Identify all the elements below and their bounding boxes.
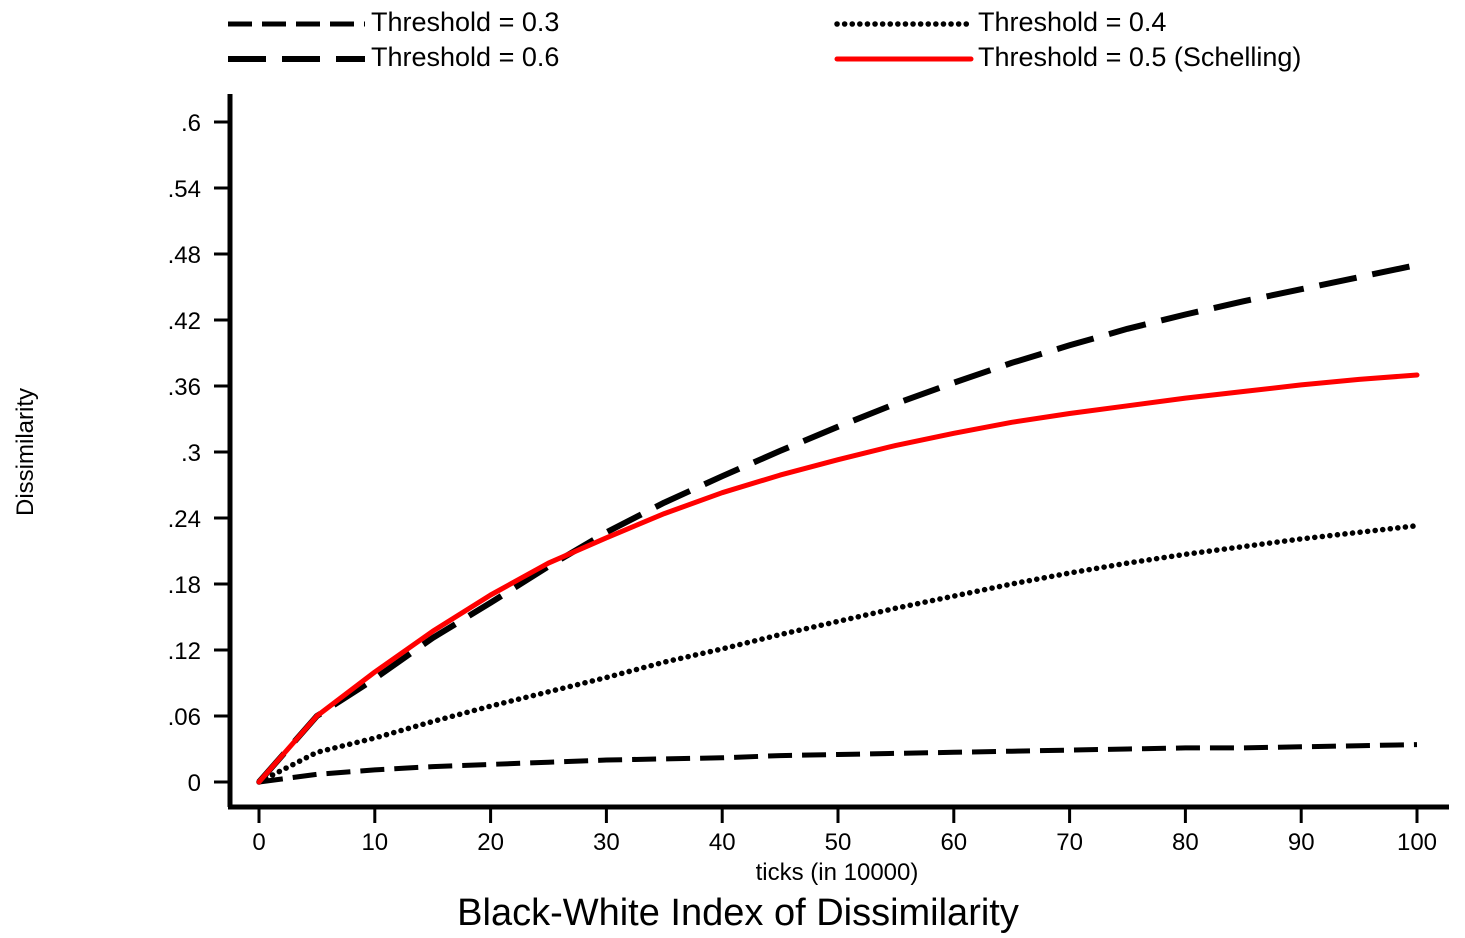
x-tick-label: 10 — [361, 829, 388, 856]
x-tick-label: 90 — [1288, 829, 1315, 856]
y-axis-title: Dissimilarity — [12, 388, 39, 516]
y-tick-label: .6 — [181, 110, 201, 137]
x-tick-label: 40 — [709, 829, 736, 856]
y-tick-label: .48 — [168, 242, 201, 269]
x-tick-label: 0 — [252, 829, 265, 856]
legend-label-threshold-0-3: Threshold = 0.3 — [371, 7, 559, 37]
series-line-threshold-0-6 — [256, 262, 1418, 784]
series-line-threshold-0-3 — [258, 742, 1418, 785]
x-tick-label: 20 — [477, 829, 504, 856]
y-tick-label: .54 — [168, 176, 201, 203]
y-axis: 0 .06 .12 .18 .24 .3 .36 .42 .48 .54 .6 — [168, 94, 233, 807]
x-tick-label: 50 — [825, 829, 852, 856]
x-tick-label: 60 — [940, 829, 967, 856]
series-layer — [256, 262, 1420, 785]
chart-title: Black-White Index of Dissimilarity — [457, 892, 1019, 934]
x-tick-label: 80 — [1172, 829, 1199, 856]
y-tick-label: .18 — [168, 572, 201, 599]
x-tick-label: 30 — [593, 829, 620, 856]
y-tick-label: .42 — [168, 308, 201, 335]
x-tick-label: 70 — [1056, 829, 1083, 856]
series-line-threshold-0-4 — [256, 522, 1420, 785]
y-tick-label: .3 — [181, 440, 201, 467]
x-tick-label: 100 — [1397, 829, 1437, 856]
x-axis: 0 10 20 30 40 50 60 70 80 90 100 — [228, 804, 1449, 856]
y-tick-label: 0 — [188, 770, 201, 797]
y-tick-label: .12 — [168, 638, 201, 665]
legend-label-threshold-0-5-schelling: Threshold = 0.5 (Schelling) — [978, 42, 1301, 72]
legend: Threshold = 0.3 Threshold = 0.4 Threshold … — [228, 7, 1301, 72]
series-line-threshold-0-5-schelling — [256, 372, 1420, 785]
legend-label-threshold-0-4: Threshold = 0.4 — [978, 7, 1166, 37]
legend-label-threshold-0-6: Threshold = 0.6 — [371, 42, 559, 72]
y-tick-label: .06 — [168, 704, 201, 731]
y-tick-label: .36 — [168, 374, 201, 401]
y-tick-label: .24 — [168, 506, 201, 533]
x-axis-title: ticks (in 10000) — [756, 859, 919, 886]
